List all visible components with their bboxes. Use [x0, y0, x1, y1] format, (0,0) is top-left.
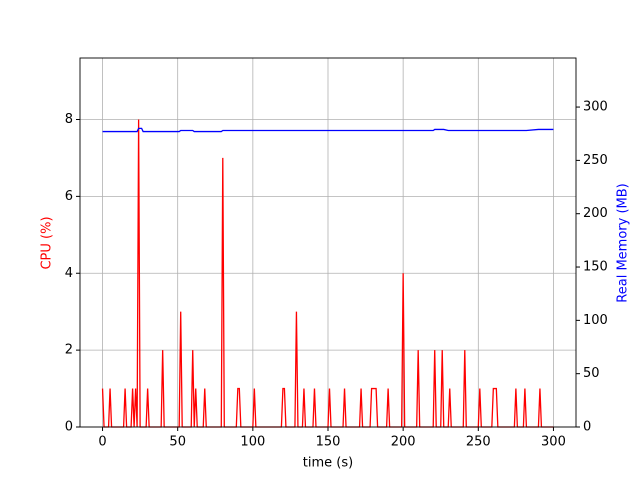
series-line: [102, 127, 554, 133]
plot-frame: [79, 57, 577, 428]
y2-tick-label: 250: [583, 153, 608, 168]
y2-tick-label: 0: [583, 420, 591, 435]
y2-tick-label: 150: [583, 260, 608, 275]
y-tick-label: 2: [65, 343, 73, 358]
x-axis-label: time (s): [303, 456, 353, 471]
y-tick-label: 6: [65, 189, 73, 204]
y2-tick-label: 200: [583, 206, 608, 221]
x-tick-label: 200: [391, 435, 416, 450]
x-tick-label: 150: [316, 435, 341, 450]
x-tick-label: 0: [98, 435, 106, 450]
y2-tick-label: 100: [583, 313, 608, 328]
y-tick-label: 8: [65, 112, 73, 127]
y-tick-label: 4: [65, 266, 73, 281]
y2-tick-label: 50: [583, 366, 600, 381]
x-tick-label: 100: [240, 435, 265, 450]
y2-tick-label: 300: [583, 100, 608, 115]
x-tick-label: 300: [541, 435, 566, 450]
y-tick-label: 0: [65, 420, 73, 435]
x-tick-label: 50: [169, 435, 186, 450]
y-axis-label: CPU (%): [40, 216, 55, 269]
y2-axis-label: Real Memory (MB): [616, 183, 631, 302]
x-tick-label: 250: [466, 435, 491, 450]
